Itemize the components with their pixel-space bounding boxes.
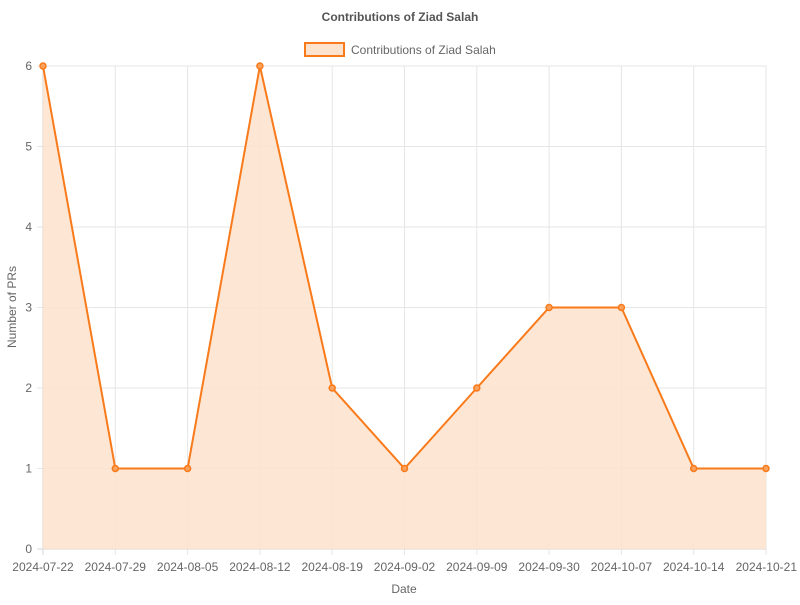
x-tick-label: 2024-08-05 (157, 560, 219, 574)
x-tick-label: 2024-08-12 (229, 560, 291, 574)
data-point[interactable] (473, 384, 481, 392)
x-tick-label: 2024-07-22 (12, 560, 74, 574)
y-tick-label: 3 (25, 301, 32, 315)
x-tick-label: 2024-09-09 (446, 560, 508, 574)
y-tick-label: 0 (25, 542, 32, 556)
data-point[interactable] (39, 62, 47, 70)
y-tick-label: 4 (25, 220, 32, 234)
x-axis-title: Date (391, 582, 417, 596)
x-tick-label: 2024-10-14 (663, 560, 725, 574)
data-point[interactable] (256, 62, 264, 70)
data-point[interactable] (762, 464, 770, 473)
x-tick-label: 2024-09-02 (374, 560, 436, 574)
area-series (43, 66, 766, 549)
data-point[interactable] (111, 464, 120, 473)
y-axis-title: Number of PRs (5, 266, 19, 348)
data-point[interactable] (183, 464, 192, 473)
x-tick-label: 2024-09-30 (518, 560, 580, 574)
x-tick-label: 2024-10-21 (736, 560, 798, 574)
data-point[interactable] (617, 303, 626, 312)
y-axis-ticks: 0 1 2 3 4 5 6 (25, 59, 32, 556)
y-tick-label: 6 (25, 59, 32, 73)
y-tick-label: 2 (25, 381, 32, 395)
x-axis-ticks: 2024-07-22 2024-07-29 2024-08-05 2024-08-12… (12, 560, 797, 574)
y-tick-label: 5 (25, 140, 32, 154)
x-tick-label: 2024-10-07 (591, 560, 653, 574)
data-point[interactable] (400, 464, 409, 473)
legend-swatch[interactable] (304, 42, 345, 57)
chart-title: Contributions of Ziad Salah (322, 10, 479, 24)
legend[interactable]: Contributions of Ziad Salah (304, 42, 496, 57)
y-tick-label: 1 (25, 462, 32, 476)
data-point[interactable] (328, 384, 336, 392)
x-tick-label: 2024-08-19 (302, 560, 364, 574)
data-point[interactable] (689, 464, 698, 473)
data-point[interactable] (545, 303, 553, 312)
x-tick-label: 2024-07-29 (85, 560, 147, 574)
data-points (39, 62, 770, 473)
series-area-fill (43, 66, 766, 549)
legend-label[interactable]: Contributions of Ziad Salah (351, 43, 496, 57)
